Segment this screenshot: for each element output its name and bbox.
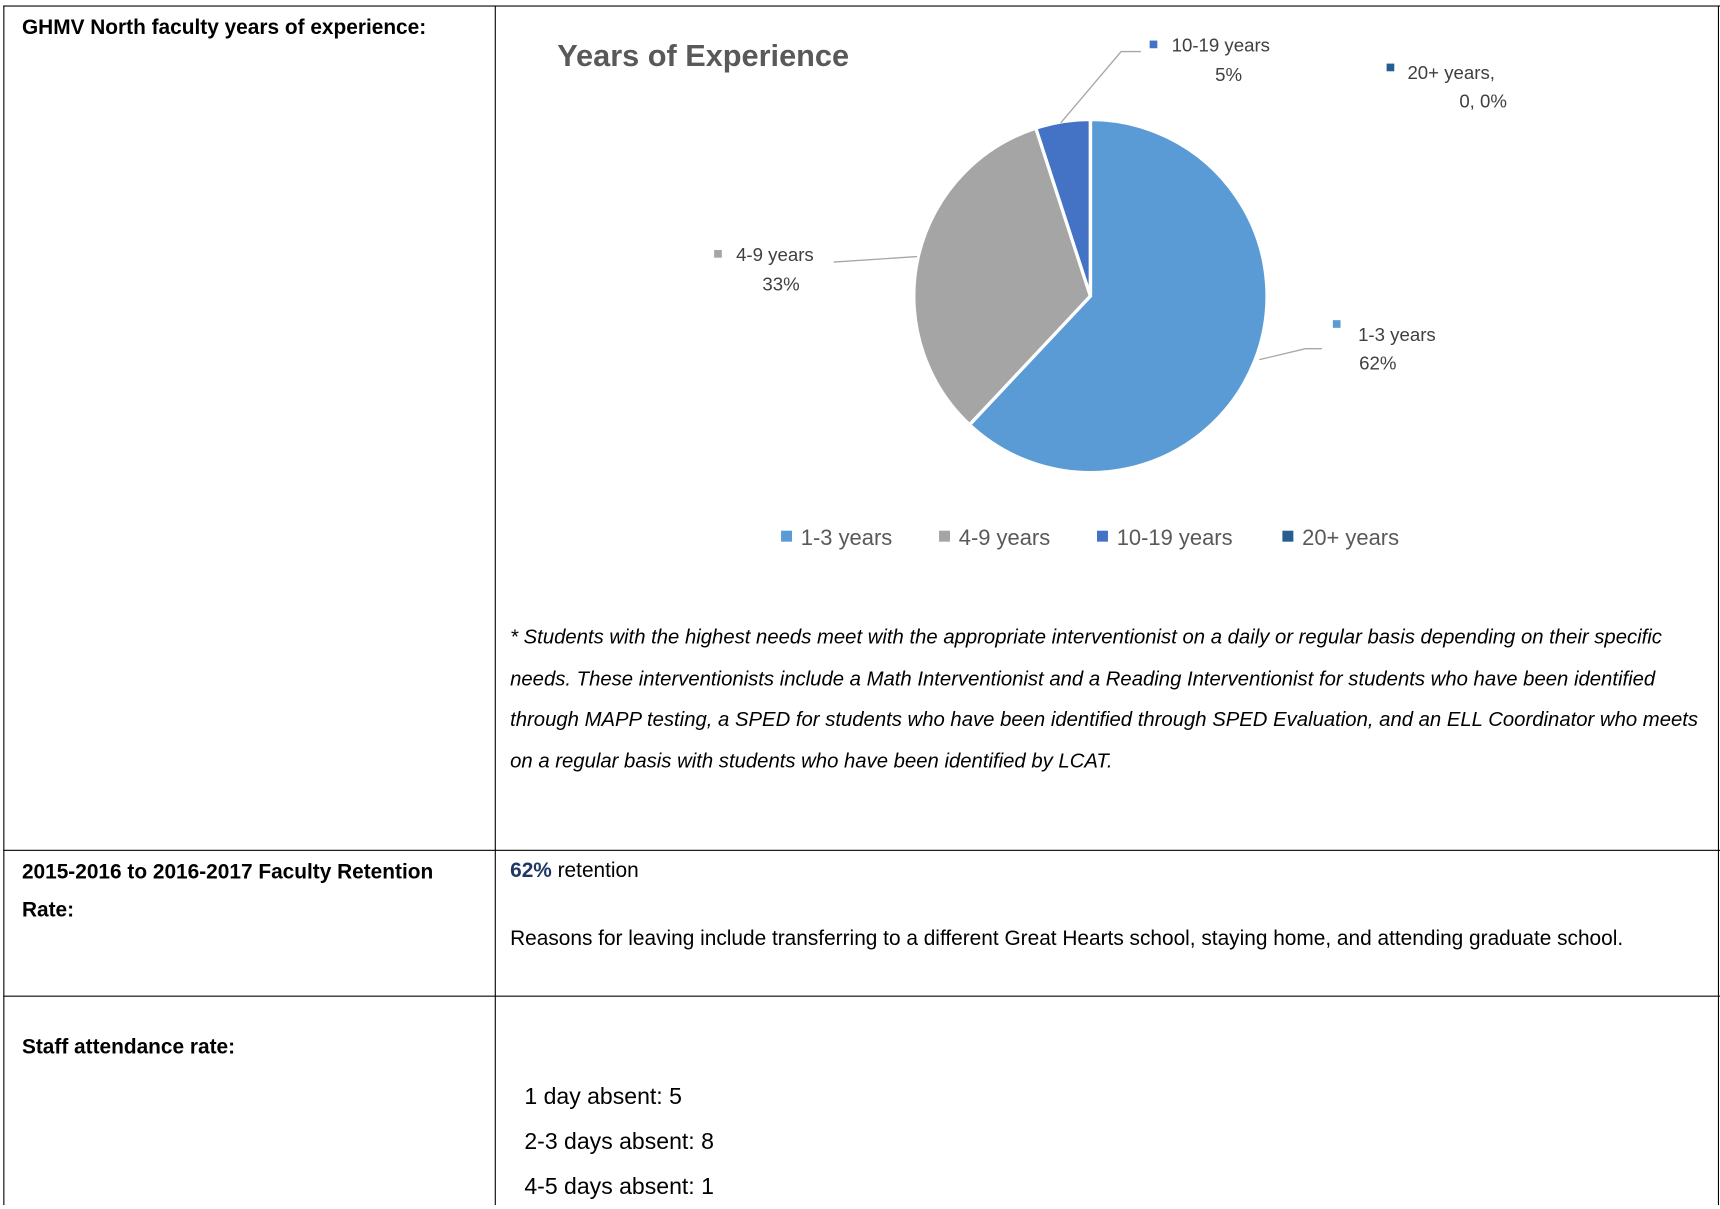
note: * Students with the highest needs meet w… [510,625,1699,772]
label-marker [1149,40,1158,49]
data-label: 5% [1215,64,1242,85]
attendance-item: 4-5 days absent: 1 [524,1174,714,1200]
leader-line [1259,348,1322,361]
attendance-item: 1 day absent: 5 [524,1084,682,1110]
pie-chart: Years of Experience 1-3 years 62% 4-9 year… [557,35,1507,550]
leader-line [833,255,918,263]
leader-line [1060,50,1141,124]
row-label: 2015-2016 to 2016-2017 Faculty Retention… [21,860,434,923]
legend-label: 20+ years [1302,525,1399,550]
row-label: GHMV North faculty years of experience: [21,16,427,40]
data-label: 33% [762,274,799,295]
data-label-name: 1-3 years [1358,324,1436,345]
data-label-name: 4-9 years [736,244,814,265]
legend-marker [1097,530,1108,542]
border [3,995,1720,997]
legend-label: 1-3 years [801,525,892,550]
retention: 62% retention [510,851,1706,892]
border [494,5,496,1206]
border [3,5,5,1206]
retention-value: 62% [510,859,552,883]
border [1717,5,1719,1206]
border [3,5,1720,7]
legend-marker [939,530,951,542]
paragraph: Reasons for leaving include transferring… [510,927,1624,951]
data-label-name: 20+ years, [1407,62,1495,83]
data-label: 62% [1359,353,1396,374]
label-marker [1332,320,1341,328]
legend-marker [1282,530,1294,542]
pie-slice [912,126,1093,428]
legend-label: 4-9 years [959,525,1050,550]
data-label: 0, 0% [1459,90,1507,111]
label-marker [714,250,722,258]
retention-text: retention [557,859,639,883]
data-label-name: 10-19 years [1172,35,1270,56]
attendance-list: 1 day absent: 5 2-3 days absent: 8 4-5 day… [524,1075,1720,1209]
legend-marker [781,530,793,542]
pie-slice [967,117,1269,475]
border [3,849,1720,851]
attendance-item: 2-3 days absent: 8 [524,1129,714,1155]
label-marker [1386,63,1395,72]
chart-title: Years of Experience [557,38,849,73]
legend-label: 10-19 years [1117,525,1233,550]
row-label: Staff attendance rate: [21,1036,236,1060]
